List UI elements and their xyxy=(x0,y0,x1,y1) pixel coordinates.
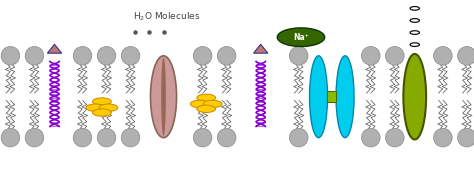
Circle shape xyxy=(203,100,222,108)
Circle shape xyxy=(92,109,111,116)
Circle shape xyxy=(410,19,419,22)
Circle shape xyxy=(410,7,419,10)
Ellipse shape xyxy=(97,46,116,65)
Ellipse shape xyxy=(193,128,212,147)
Ellipse shape xyxy=(161,58,166,136)
Ellipse shape xyxy=(25,128,44,147)
Ellipse shape xyxy=(97,128,116,147)
Circle shape xyxy=(277,28,325,46)
Ellipse shape xyxy=(121,46,140,65)
Ellipse shape xyxy=(290,128,308,147)
Circle shape xyxy=(190,100,209,108)
Circle shape xyxy=(99,104,118,111)
Ellipse shape xyxy=(1,46,20,65)
Ellipse shape xyxy=(362,128,380,147)
Circle shape xyxy=(410,43,419,46)
Ellipse shape xyxy=(434,128,452,147)
Ellipse shape xyxy=(457,46,474,65)
Ellipse shape xyxy=(434,46,452,65)
Ellipse shape xyxy=(1,128,20,147)
Circle shape xyxy=(197,94,216,102)
Polygon shape xyxy=(254,44,268,53)
Ellipse shape xyxy=(310,56,328,138)
Ellipse shape xyxy=(336,56,354,138)
Ellipse shape xyxy=(403,54,426,140)
Circle shape xyxy=(410,31,419,34)
Bar xyxy=(327,91,337,102)
Ellipse shape xyxy=(385,128,404,147)
Ellipse shape xyxy=(385,46,404,65)
Ellipse shape xyxy=(73,128,92,147)
Circle shape xyxy=(197,105,216,113)
Ellipse shape xyxy=(290,46,308,65)
Circle shape xyxy=(86,104,105,111)
Text: Na⁺: Na⁺ xyxy=(293,33,309,42)
Ellipse shape xyxy=(73,46,92,65)
Ellipse shape xyxy=(193,46,212,65)
Ellipse shape xyxy=(121,128,140,147)
Ellipse shape xyxy=(218,46,236,65)
Polygon shape xyxy=(47,44,62,53)
Ellipse shape xyxy=(457,128,474,147)
Ellipse shape xyxy=(151,56,176,138)
Ellipse shape xyxy=(218,128,236,147)
Ellipse shape xyxy=(362,46,380,65)
Circle shape xyxy=(92,98,111,105)
Ellipse shape xyxy=(25,46,44,65)
Text: H$_2$O Molecules: H$_2$O Molecules xyxy=(133,10,200,23)
